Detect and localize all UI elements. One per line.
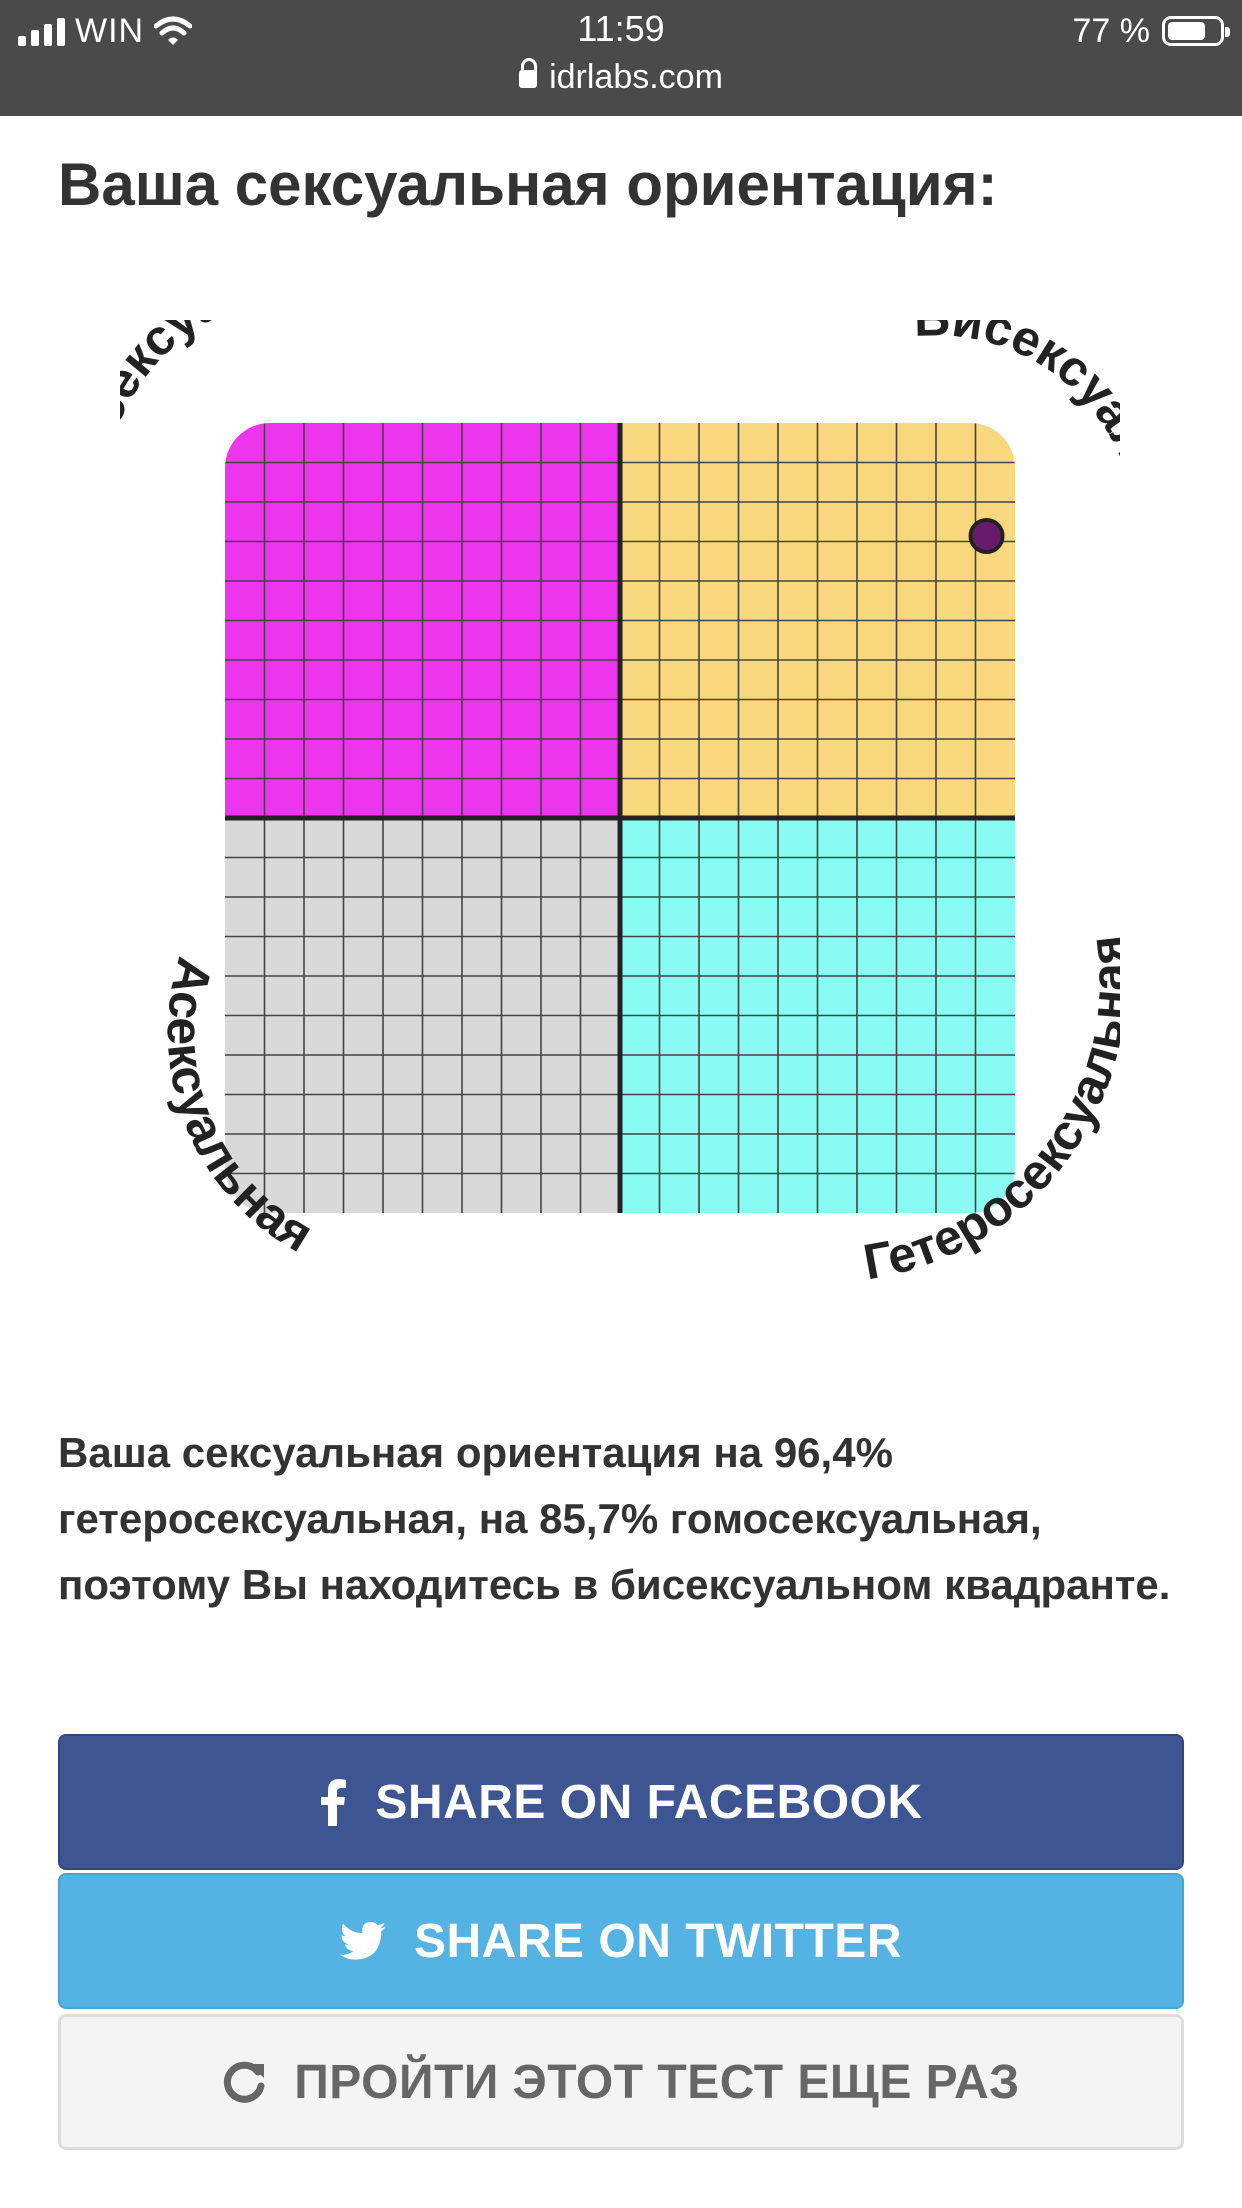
- result-description: Ваша сексуальная ориентация на 96,4% гет…: [58, 1429, 1171, 1608]
- share-facebook-button[interactable]: SHARE ON FACEBOOK: [58, 1734, 1184, 1870]
- page-title: Ваша сексуальная ориентация:: [58, 151, 998, 218]
- lock-icon: [519, 57, 538, 90]
- signal-icon: [18, 16, 65, 46]
- address-bar[interactable]: idrlabs.com: [0, 57, 1242, 97]
- status-left: WIN: [18, 8, 193, 54]
- share-twitter-button[interactable]: SHARE ON TWITTER: [58, 1873, 1184, 2009]
- status-bar: WIN 11:59 77 % idrlabs.com: [0, 0, 1242, 116]
- refresh-icon: [222, 2060, 266, 2104]
- battery-percent: 77 %: [1072, 11, 1151, 50]
- retake-test-button[interactable]: ПРОЙТИ ЭТОТ ТЕСТ ЕЩЕ РАЗ: [58, 2014, 1184, 2150]
- quadrant-chart-svg: Гомосексуальная Бисексуальная Асексуальн…: [120, 320, 1120, 1290]
- status-right: 77 %: [1072, 8, 1230, 54]
- retake-test-label: ПРОЙТИ ЭТОТ ТЕСТ ЕЩЕ РАЗ: [294, 2055, 1020, 2109]
- wifi-icon: [154, 16, 193, 45]
- facebook-icon: [319, 1778, 347, 1826]
- orientation-chart: Гомосексуальная Бисексуальная Асексуальн…: [120, 320, 1120, 1340]
- battery-icon: [1162, 16, 1230, 46]
- share-facebook-label: SHARE ON FACEBOOK: [375, 1775, 923, 1829]
- twitter-icon: [340, 1922, 386, 1960]
- url-text: idrlabs.com: [549, 58, 723, 96]
- clock: 11:59: [577, 8, 665, 49]
- share-twitter-label: SHARE ON TWITTER: [414, 1914, 902, 1968]
- carrier-name: WIN: [75, 11, 145, 50]
- result-marker: [968, 517, 1005, 554]
